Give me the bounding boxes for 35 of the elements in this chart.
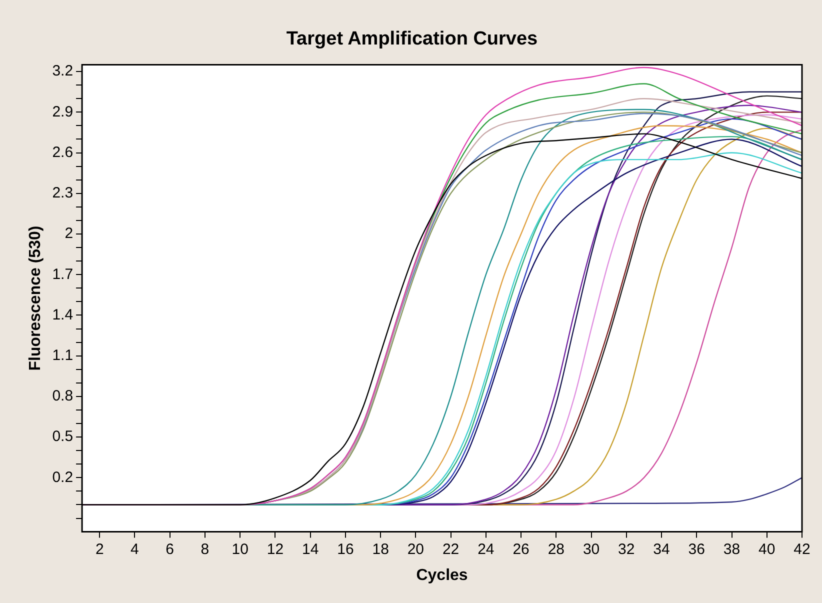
x-tick-label: 8 xyxy=(200,540,210,558)
y-tick-label: 0.5 xyxy=(52,428,74,446)
x-tick-label: 6 xyxy=(166,540,174,558)
y-tick-label: 2.9 xyxy=(52,103,74,120)
x-tick-label: 36 xyxy=(688,540,705,558)
x-tick-label: 26 xyxy=(512,540,530,558)
x-tick-label: 4 xyxy=(130,540,139,558)
x-tick-label: 30 xyxy=(582,540,600,558)
y-tick-label: 2 xyxy=(64,225,74,242)
x-tick-label: 38 xyxy=(723,540,740,558)
y-tick-label: 3.2 xyxy=(52,62,74,80)
y-tick-label: 1.4 xyxy=(52,306,74,324)
x-tick-label: 12 xyxy=(266,540,284,558)
x-tick-label: 16 xyxy=(337,540,354,558)
x-tick-label: 20 xyxy=(407,540,424,558)
x-tick-label: 10 xyxy=(232,540,248,558)
y-tick-label: 2.3 xyxy=(52,184,74,202)
x-tick-label: 32 xyxy=(618,540,635,558)
x-tick-label: 40 xyxy=(758,540,776,558)
y-tick-label: 1.7 xyxy=(52,266,74,283)
x-tick-label: 22 xyxy=(442,540,460,558)
y-tick-label: 2.6 xyxy=(52,144,74,161)
x-tick-label: 24 xyxy=(478,540,494,558)
x-tick-label: 2 xyxy=(95,540,104,558)
x-tick-label: 28 xyxy=(548,540,565,558)
x-axis-title: Cycles xyxy=(416,566,468,584)
chart-title: Target Amplification Curves xyxy=(286,28,538,50)
x-tick-label: 18 xyxy=(372,540,389,558)
y-tick-label: 0.2 xyxy=(52,468,74,486)
x-tick-label: 42 xyxy=(794,540,810,558)
x-tick-label: 34 xyxy=(653,540,670,558)
y-tick-label: 1.1 xyxy=(52,346,74,364)
y-tick-label: 0.8 xyxy=(52,388,74,405)
x-tick-label: 14 xyxy=(302,540,319,558)
y-axis-title: Fluorescence (530) xyxy=(27,226,44,371)
